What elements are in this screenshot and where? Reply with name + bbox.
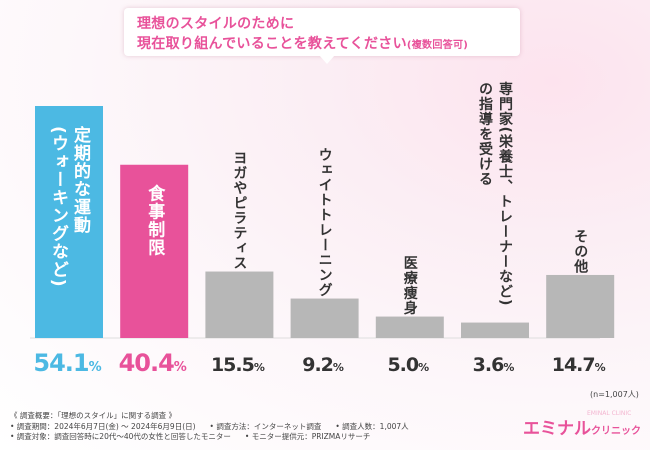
bar-6-value: 3.6%	[473, 354, 515, 376]
bar-5-unit: %	[418, 361, 429, 374]
bar-chart: 定期的な運動(ウォーキングなど) 54.1% 食事制限 40.4% ヨガやピラティス 15…	[30, 81, 615, 377]
bar-2-value: 40.4%	[119, 349, 187, 377]
footer-period: • 調査期間：2024年6月7日(金) ～ 2024年6月9日(日)	[10, 421, 196, 431]
bar-6-unit: %	[503, 361, 514, 374]
logo-faint-text: EMINAL CLINIC	[587, 410, 632, 417]
bar-6-label-2: の指導を受ける	[477, 82, 493, 187]
bar-6-label-1: 専門家(栄養士、トレーナーなど)	[497, 81, 514, 306]
bar-5-label: 医療痩身	[402, 256, 418, 316]
bar-7-value: 14.7%	[552, 354, 606, 376]
logo-main: エミナル	[523, 419, 591, 439]
bar-2-label: 食事制限	[144, 184, 165, 257]
bar-4	[290, 298, 359, 338]
bar-7-unit: %	[595, 361, 606, 374]
survey-footer: 《 調査概要：「理想のスタイル」に関する調査 》 • 調査期間：2024年6月7…	[10, 411, 409, 443]
footer-row-2: • 調査期間：2024年6月7日(金) ～ 2024年6月9日(日) • 調査方法…	[10, 422, 409, 433]
bar-6	[461, 322, 529, 338]
bar-1	[35, 106, 103, 338]
footer-method: • 調査方法：インターネット調査	[209, 421, 322, 431]
footer-count: • 調査人数：1,007人	[335, 421, 409, 431]
bar-2	[120, 164, 189, 338]
question-line-2-text: 現在取り組んでいることを教えてください	[137, 36, 407, 52]
footer-target: • 調査対象：調査回答時に20代～40代の女性と回答したモニター	[10, 432, 231, 441]
question-bubble-tail	[319, 55, 335, 64]
footer-summary: 《 調査概要：「理想のスタイル」に関する調査 》	[10, 411, 177, 420]
bar-4-label: ウェイトトレーニング	[317, 148, 333, 298]
logo-sub: クリニック	[591, 426, 641, 437]
bar-3-label: ヨガやピラティス	[231, 151, 247, 271]
question-line-1: 理想のスタイルのために	[137, 16, 295, 32]
bar-4-value: 9.2%	[302, 354, 344, 376]
bar-4-unit: %	[333, 361, 344, 374]
bar-7	[546, 274, 615, 338]
question-note: (複数回答可)	[406, 40, 469, 51]
bar-1-label-2: (ウォーキングなど)	[48, 126, 69, 288]
footer-provider: • モニター提供元：PRIZMAリサーチ	[244, 432, 371, 441]
sample-size-note: (n=1,007人)	[590, 390, 639, 399]
bar-1-unit: %	[89, 360, 102, 375]
bar-5-value: 5.0%	[387, 354, 429, 376]
bar-2-unit: %	[174, 360, 187, 375]
bar-3	[205, 271, 274, 338]
bar-1-label-1: 定期的な運動	[70, 125, 91, 234]
footer-row-3: • 調査対象：調査回答時に20代～40代の女性と回答したモニター • モニター提供…	[10, 432, 409, 443]
eminal-clinic-logo: エミナルクリニック	[523, 414, 641, 439]
question-bubble	[124, 8, 520, 56]
bar-1-value: 54.1%	[33, 349, 101, 377]
bar-5	[375, 316, 444, 338]
bar-7-label: その他	[572, 229, 589, 274]
bar-3-unit: %	[254, 361, 265, 374]
bar-3-value: 15.5%	[211, 354, 265, 376]
question-line-2: 現在取り組んでいることを教えてください(複数回答可)	[137, 33, 468, 53]
